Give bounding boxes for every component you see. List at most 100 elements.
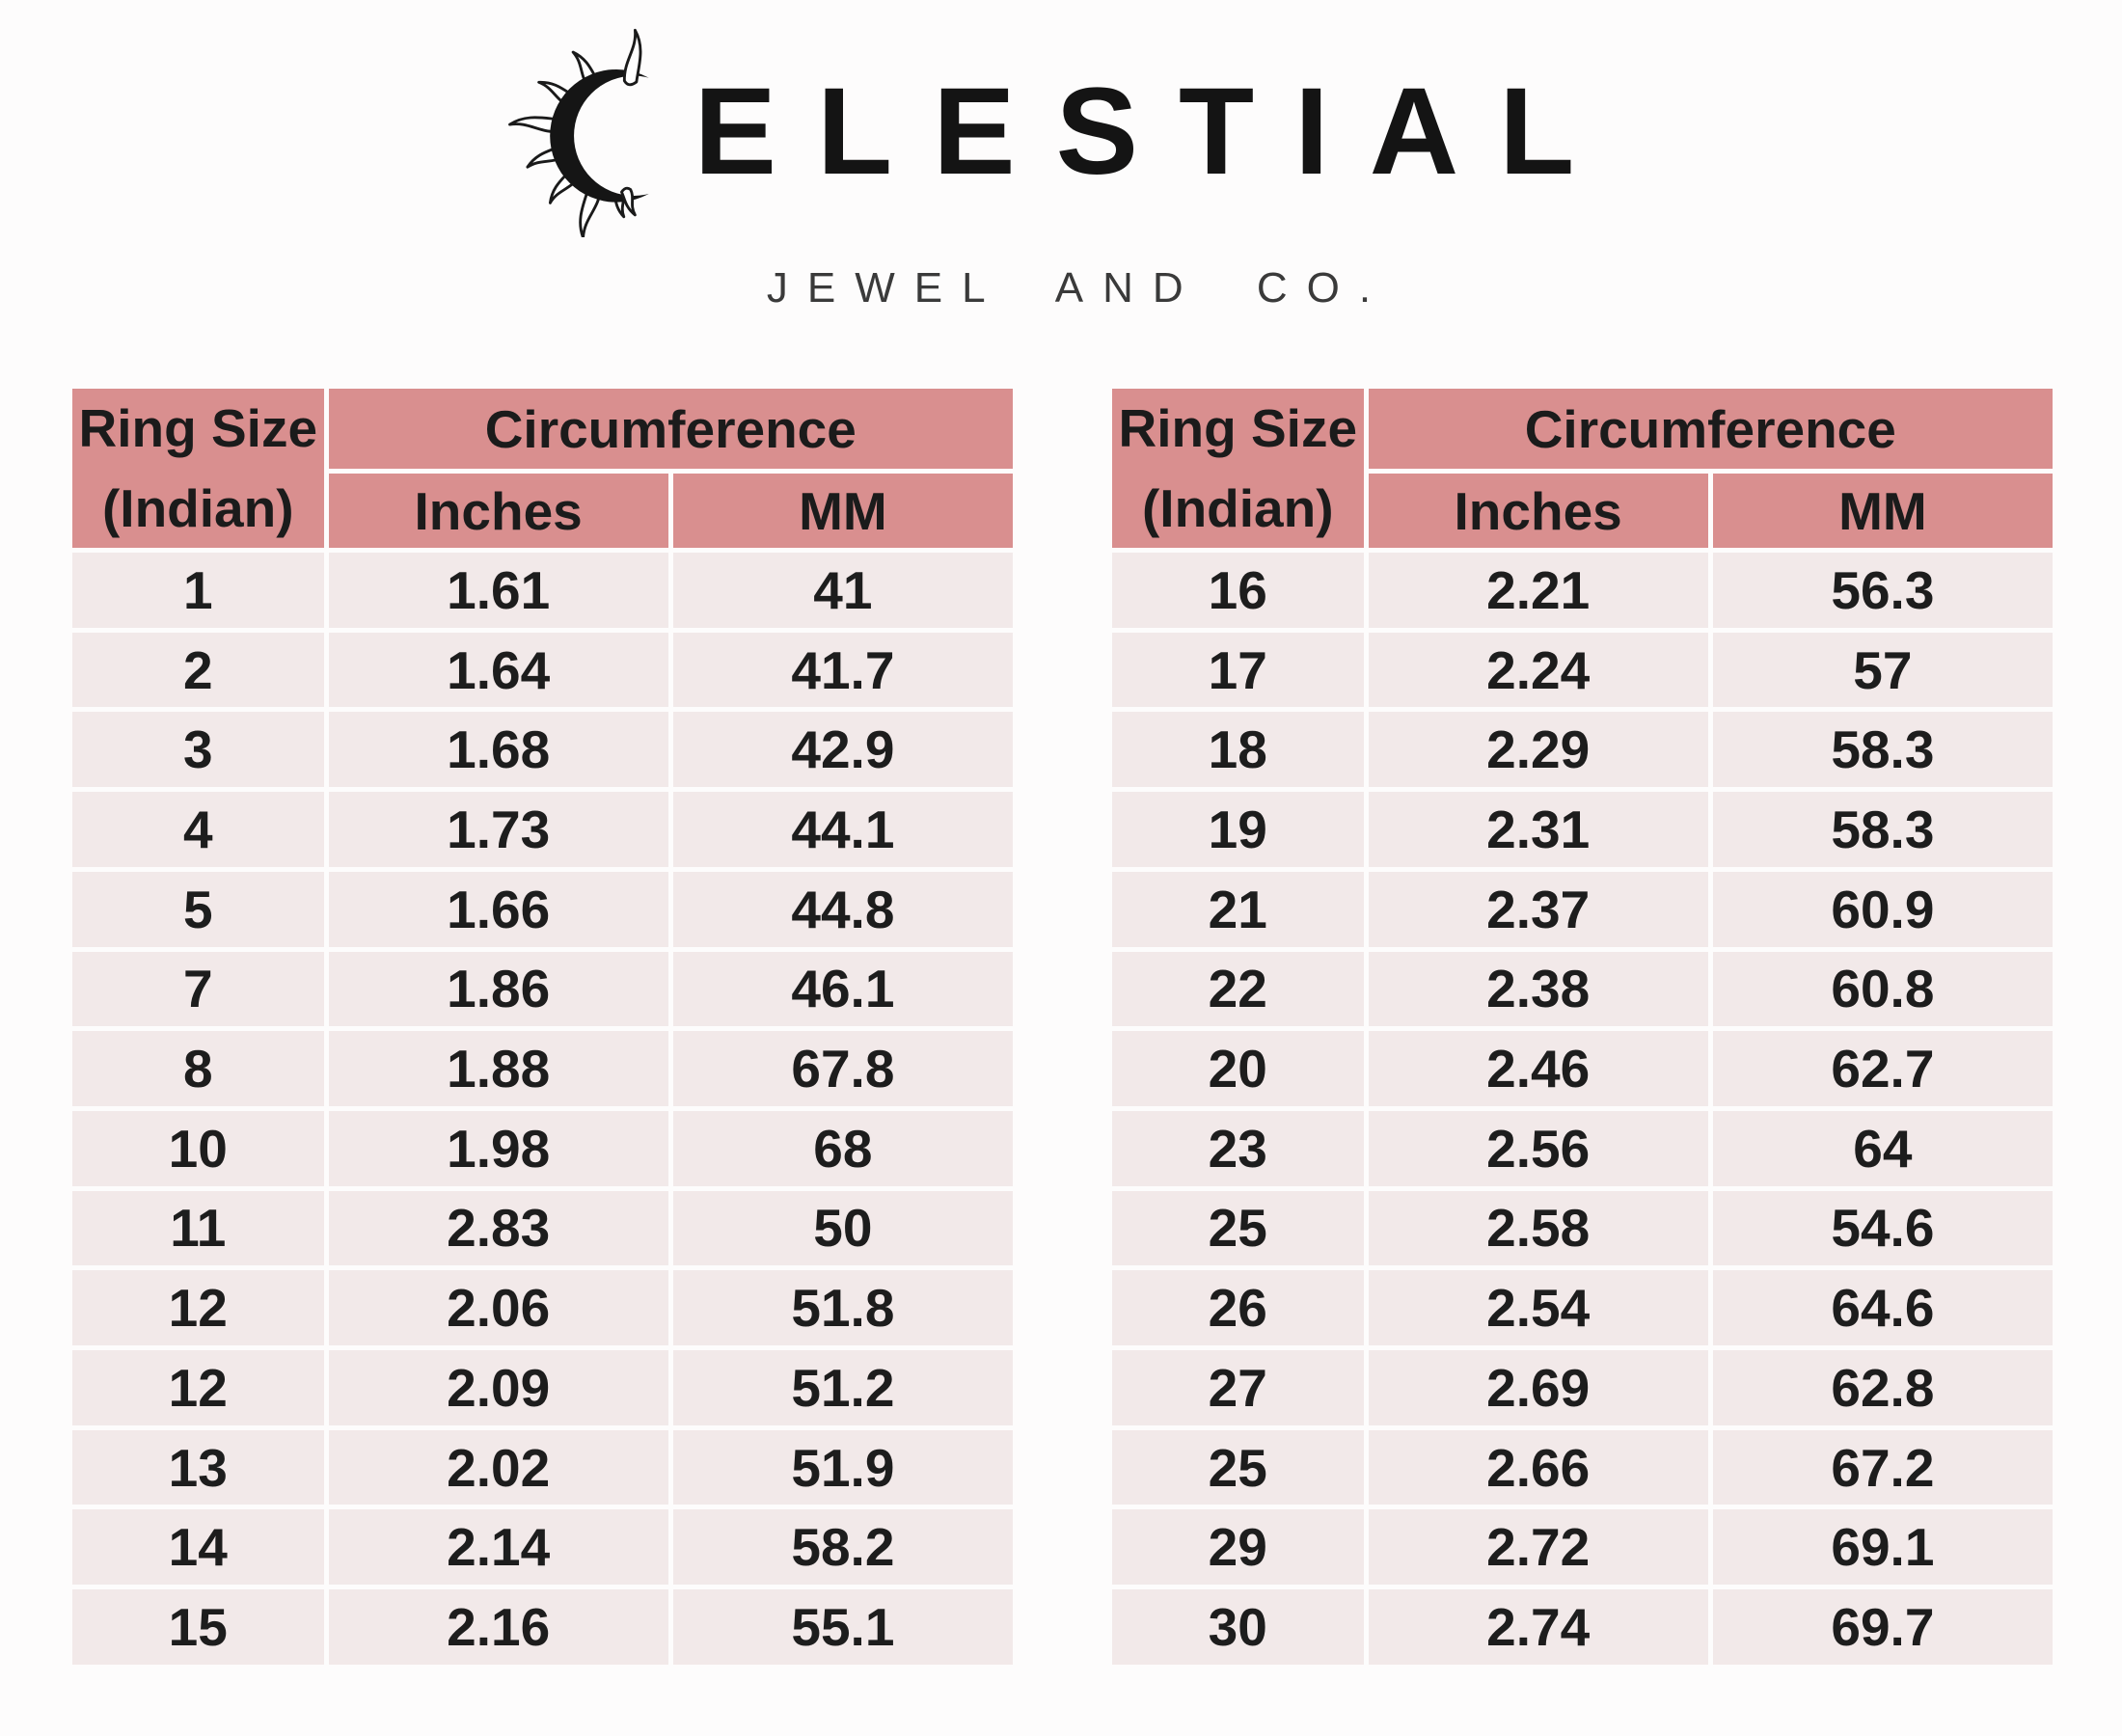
table-cell: 57: [1712, 632, 2053, 708]
table-row: 17 2.24 57: [1112, 632, 2053, 708]
table-cell: 62.7: [1712, 1031, 2053, 1106]
table-cell: 13: [72, 1429, 324, 1505]
table-cell: 4: [72, 792, 324, 867]
table-cell: 64: [1712, 1110, 2053, 1186]
table-cell: 2.29: [1368, 712, 1708, 788]
table-row: 1 1.61 41: [72, 553, 1013, 628]
header-inches: Inches: [1368, 474, 1708, 548]
table-cell: 1: [72, 553, 324, 628]
table-cell: 2.56: [1368, 1110, 1708, 1186]
table-row: 23 2.56 64: [1112, 1110, 2053, 1186]
table-cell: 2.02: [328, 1429, 668, 1505]
table-row: 12 2.06 51.8: [72, 1270, 1013, 1346]
table-row: 22 2.38 60.8: [1112, 951, 2053, 1027]
brand-name: ELESTIAL: [694, 63, 1616, 201]
table-cell: 1.64: [328, 632, 668, 708]
table-cell: 14: [72, 1509, 324, 1586]
table-cell: 1.68: [328, 712, 668, 788]
table-cell: 2.31: [1368, 792, 1708, 867]
table-cell: 7: [72, 951, 324, 1027]
table-cell: 2.06: [328, 1270, 668, 1346]
table-cell: 2.21: [1368, 553, 1708, 628]
table-row: 25 2.66 67.2: [1112, 1429, 2053, 1505]
table-body-left: 1 1.61 41 2 1.64 41.7 3 1.68 42.9 4 1.73 44.1 5 1.66 4…: [72, 553, 1013, 1665]
header-inches: Inches: [328, 474, 668, 548]
table-cell: 30: [1112, 1589, 1364, 1665]
table-cell: 44.1: [672, 792, 1013, 867]
table-cell: 56.3: [1712, 553, 2053, 628]
brand-logo: ELESTIAL JEWEL AND CO.: [0, 27, 2122, 312]
table-cell: 2.24: [1368, 632, 1708, 708]
header-ring-size-line2: (Indian): [1141, 477, 1334, 538]
table-row: 8 1.88 67.8: [72, 1031, 1013, 1106]
table-row: 15 2.16 55.1: [72, 1589, 1013, 1665]
table-cell: 27: [1112, 1350, 1364, 1425]
table-cell: 12: [72, 1350, 324, 1425]
table-cell: 1.98: [328, 1110, 668, 1186]
table-cell: 25: [1112, 1190, 1364, 1266]
table-cell: 41: [672, 553, 1013, 628]
table-cell: 2.83: [328, 1190, 668, 1266]
table-cell: 1.88: [328, 1031, 668, 1106]
table-cell: 11: [72, 1190, 324, 1266]
table-row: 7 1.86 46.1: [72, 951, 1013, 1027]
table-row: 30 2.74 69.7: [1112, 1589, 2053, 1665]
table-cell: 60.8: [1712, 951, 2053, 1027]
table-cell: 2.66: [1368, 1429, 1708, 1505]
table-cell: 16: [1112, 553, 1364, 628]
table-row: 11 2.83 50: [72, 1190, 1013, 1266]
table-row: 16 2.21 56.3: [1112, 553, 2053, 628]
table-cell: 29: [1112, 1509, 1364, 1586]
table-row: 3 1.68 42.9: [72, 712, 1013, 788]
header-circumference: Circumference: [328, 389, 1013, 470]
table-row: 25 2.58 54.6: [1112, 1190, 2053, 1266]
table-cell: 21: [1112, 871, 1364, 947]
table-cell: 51.8: [672, 1270, 1013, 1346]
table-cell: 2.16: [328, 1589, 668, 1665]
table-row: 21 2.37 60.9: [1112, 871, 2053, 947]
table-cell: 2.54: [1368, 1270, 1708, 1346]
table-cell: 23: [1112, 1110, 1364, 1186]
table-row: 13 2.02 51.9: [72, 1429, 1013, 1505]
table-row: 18 2.29 58.3: [1112, 712, 2053, 788]
brand-subtitle: JEWEL AND CO.: [766, 264, 1391, 312]
header-mm: MM: [672, 474, 1013, 548]
table-cell: 44.8: [672, 871, 1013, 947]
table-row: 26 2.54 64.6: [1112, 1270, 2053, 1346]
ring-size-table-left: Ring Size (Indian) Circumference Inches …: [68, 384, 1018, 1669]
table-cell: 2.74: [1368, 1589, 1708, 1665]
table-cell: 3: [72, 712, 324, 788]
table-cell: 12: [72, 1270, 324, 1346]
table-cell: 67.2: [1712, 1429, 2053, 1505]
header-ring-size: Ring Size (Indian): [1112, 389, 1364, 548]
table-cell: 19: [1112, 792, 1364, 867]
table-row: 27 2.69 62.8: [1112, 1350, 2053, 1425]
table-cell: 2.46: [1368, 1031, 1708, 1106]
header-ring-size-line2: (Indian): [101, 477, 294, 538]
table-cell: 54.6: [1712, 1190, 2053, 1266]
table-cell: 10: [72, 1110, 324, 1186]
header-mm: MM: [1712, 474, 2053, 548]
header-ring-size-line1: Ring Size: [78, 398, 318, 458]
table-header-left: Ring Size (Indian) Circumference Inches …: [72, 389, 1013, 548]
table-cell: 2.38: [1368, 951, 1708, 1027]
table-cell: 2.58: [1368, 1190, 1708, 1266]
table-cell: 46.1: [672, 951, 1013, 1027]
table-cell: 68: [672, 1110, 1013, 1186]
table-cell: 5: [72, 871, 324, 947]
table-row: 4 1.73 44.1: [72, 792, 1013, 867]
crescent-sun-icon: [507, 28, 685, 237]
table-cell: 50: [672, 1190, 1013, 1266]
table-cell: 1.61: [328, 553, 668, 628]
table-row: 2 1.64 41.7: [72, 632, 1013, 708]
table-cell: 60.9: [1712, 871, 2053, 947]
table-cell: 62.8: [1712, 1350, 2053, 1425]
table-row: 5 1.66 44.8: [72, 871, 1013, 947]
table-row: 20 2.46 62.7: [1112, 1031, 2053, 1106]
table-cell: 2.14: [328, 1509, 668, 1586]
table-cell: 69.1: [1712, 1509, 2053, 1586]
table-header-right: Ring Size (Indian) Circumference Inches …: [1112, 389, 2053, 548]
ring-size-table-right: Ring Size (Indian) Circumference Inches …: [1107, 384, 2057, 1669]
table-cell: 69.7: [1712, 1589, 2053, 1665]
table-body-right: 16 2.21 56.3 17 2.24 57 18 2.29 58.3 19 2.31 58.3 21…: [1112, 553, 2053, 1665]
